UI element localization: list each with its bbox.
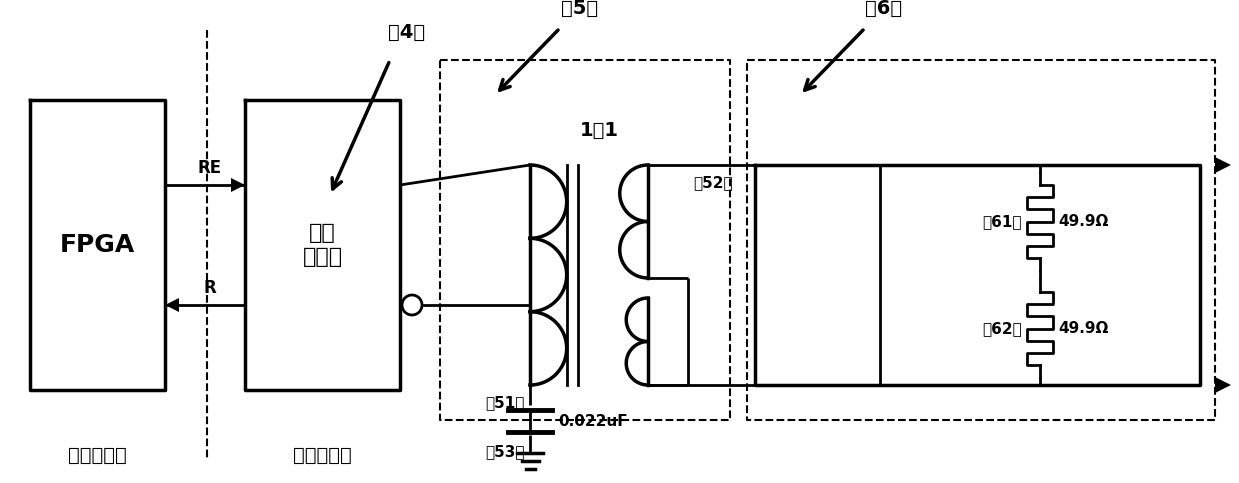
Text: （6）: （6） [865,0,902,18]
Text: RE: RE [198,159,222,177]
Text: （5）: （5） [561,0,598,18]
Text: 链路层设计: 链路层设计 [68,445,126,465]
Polygon shape [1215,157,1232,173]
Text: 49.9Ω: 49.9Ω [1058,214,1109,229]
Text: 1：1: 1：1 [580,121,618,140]
Polygon shape [165,298,178,312]
Text: （4）: （4） [389,23,425,42]
Text: 总线
收发器: 总线 收发器 [302,224,342,267]
Text: 0.022uF: 0.022uF [558,413,628,428]
Text: 49.9Ω: 49.9Ω [1058,321,1109,336]
Text: R: R [203,279,217,297]
Text: （51）: （51） [486,395,525,410]
Text: （62）: （62） [983,321,1022,336]
Text: FPGA: FPGA [59,233,135,257]
Text: （52）: （52） [693,175,732,190]
Polygon shape [230,178,245,192]
Text: （61）: （61） [983,214,1022,229]
Text: （53）: （53） [486,444,525,459]
Text: 物理层设计: 物理层设计 [294,445,352,465]
Polygon shape [1215,377,1232,393]
